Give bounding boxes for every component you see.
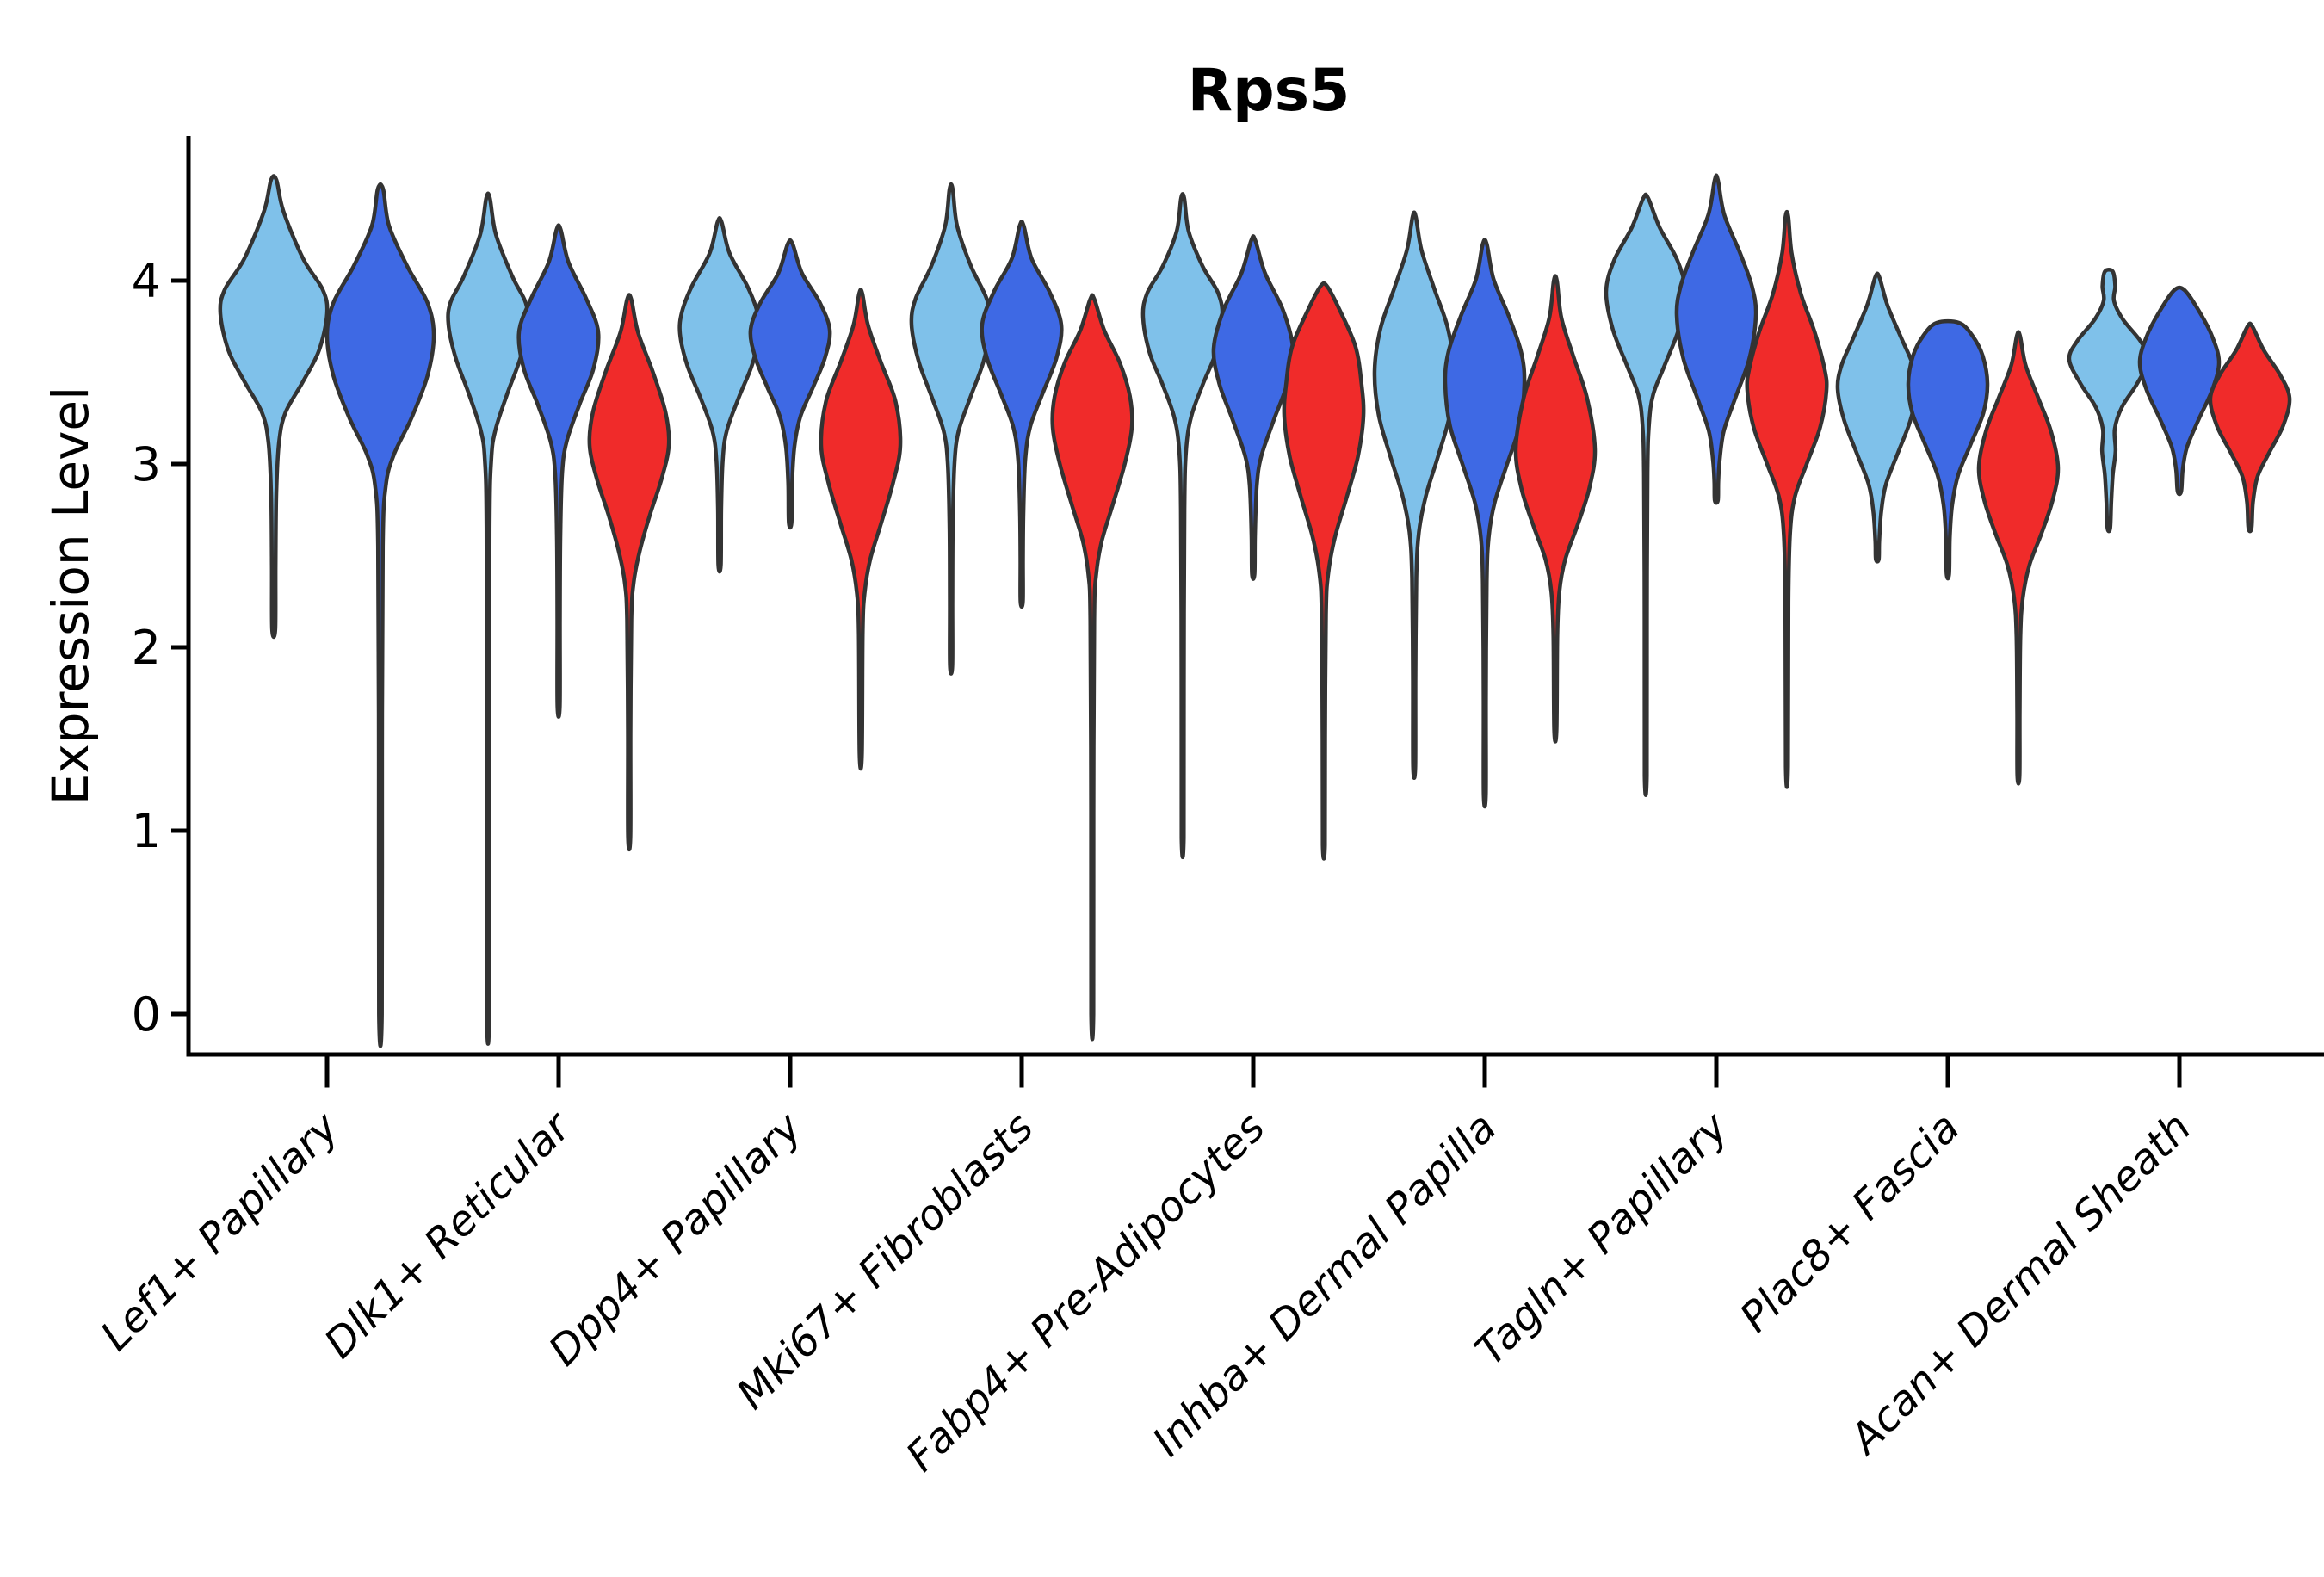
violin-dlk1-reticular-red <box>587 293 671 852</box>
y-tick-label: 4 <box>132 254 161 308</box>
chart-title: Rps5 <box>1188 57 1351 125</box>
violin-acan-dermal-sheath-red <box>2208 321 2292 534</box>
x-tick-label: Plac8+ Fascia <box>1731 1104 1969 1342</box>
y-axis-label: Expression Level <box>41 387 100 805</box>
violin-plot-figure: 0 1 2 3 4 Lef1+ Papillary Dlk1+ Reticular Dpp4… <box>34 14 2324 1563</box>
x-tick-label: Dpp4+ Papillary <box>540 1103 812 1375</box>
violin-dpp4-papillary-dark_blue <box>748 238 832 530</box>
violin-plac8-fascia-red <box>1976 330 2061 786</box>
violin-tagln-papillary-dark_blue <box>1674 173 1758 505</box>
violin-mki67-fibroblasts-dark_blue <box>980 220 1064 609</box>
violin-lef1-papillary-dark_blue <box>324 182 436 1048</box>
violin-inhba-dermal-papilla-dark_blue <box>1443 238 1527 809</box>
violin-dpp4-papillary-light_blue <box>677 216 762 574</box>
violin-mki67-fibroblasts-light_blue <box>909 182 993 676</box>
y-tick-label: 3 <box>132 437 161 492</box>
violin-acan-dermal-sheath-light_blue <box>2067 267 2151 534</box>
violin-fabp4-pre-adipocytes-red <box>1282 281 1366 861</box>
violin-inhba-dermal-papilla-red <box>1513 274 1598 744</box>
y-tick-label: 1 <box>132 804 161 858</box>
violin-lef1-papillary-light_blue <box>218 174 330 640</box>
violin-dlk1-reticular-light_blue <box>446 191 530 1046</box>
violins <box>218 173 2292 1048</box>
violin-mki67-fibroblasts-red <box>1050 293 1134 1042</box>
violin-plac8-fascia-dark_blue <box>1906 318 1990 581</box>
x-tick-label: Tagln+ Papillary <box>1466 1103 1738 1375</box>
violin-tagln-papillary-light_blue <box>1604 192 1688 797</box>
violin-dlk1-reticular-dark_blue <box>516 223 601 719</box>
violin-fabp4-pre-adipocytes-light_blue <box>1140 192 1225 860</box>
violin-dpp4-papillary-red <box>819 288 903 771</box>
violin-fabp4-pre-adipocytes-dark_blue <box>1211 234 1295 581</box>
violin-plac8-fascia-light_blue <box>1835 271 1919 564</box>
violin-inhba-dermal-papilla-light_blue <box>1372 210 1456 781</box>
x-tick-label: Lef1+ Papillary <box>91 1103 349 1360</box>
violin-tagln-papillary-red <box>1745 209 1829 789</box>
axes <box>171 136 2324 1088</box>
y-tick-label: 0 <box>132 987 161 1042</box>
y-tick-label: 2 <box>132 621 161 675</box>
x-tick-label: Dlk1+ Reticular <box>315 1102 582 1369</box>
y-axis-tick-labels: 0 1 2 3 4 <box>132 254 161 1042</box>
violin-acan-dermal-sheath-dark_blue <box>2137 285 2222 497</box>
